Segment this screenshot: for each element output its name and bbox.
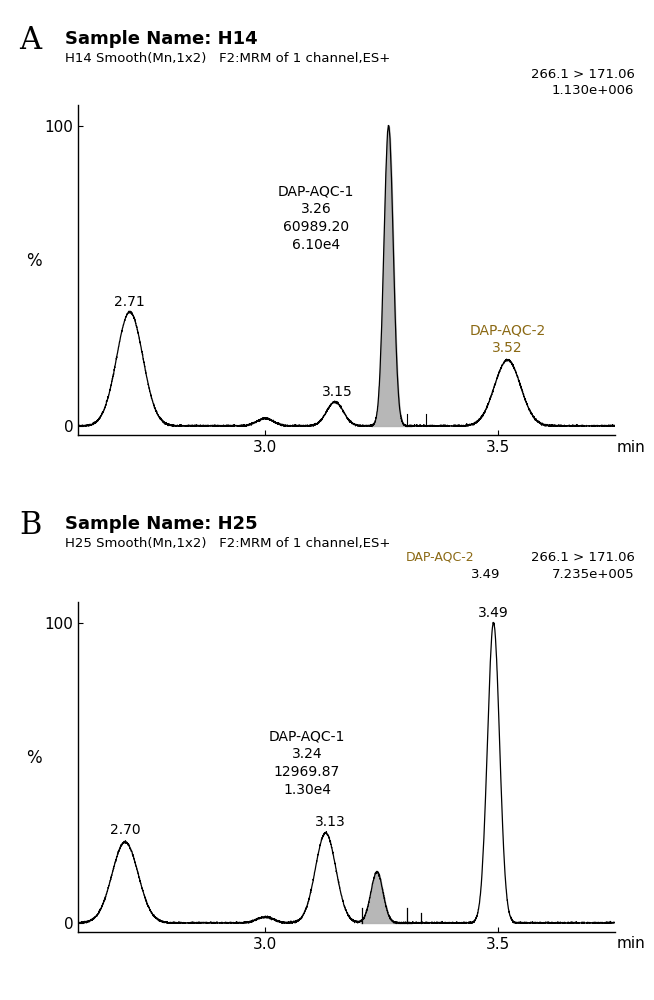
Text: 3.15: 3.15: [322, 385, 353, 399]
Text: 2.71: 2.71: [114, 295, 145, 309]
Text: 2.70: 2.70: [110, 824, 141, 838]
Text: min: min: [617, 440, 646, 454]
Text: H14 Smooth(Mn,1x2)   F2:MRM of 1 channel,ES+: H14 Smooth(Mn,1x2) F2:MRM of 1 channel,E…: [65, 52, 390, 65]
Text: 1.130e+006: 1.130e+006: [552, 84, 634, 97]
Text: 266.1 > 171.06: 266.1 > 171.06: [530, 551, 634, 564]
Text: Sample Name: H14: Sample Name: H14: [65, 30, 258, 48]
Text: 3.49: 3.49: [478, 606, 509, 620]
Text: DAP-AQC-1
3.24
12969.87
1.30e4: DAP-AQC-1 3.24 12969.87 1.30e4: [269, 729, 345, 797]
Text: 7.235e+005: 7.235e+005: [552, 568, 634, 581]
Text: 3.49: 3.49: [471, 568, 500, 581]
Text: DAP-AQC-2: DAP-AQC-2: [405, 551, 474, 564]
Text: min: min: [617, 936, 646, 952]
Y-axis label: %: %: [26, 749, 41, 767]
Text: 3.13: 3.13: [315, 814, 346, 828]
Text: B: B: [20, 510, 42, 541]
Text: H25 Smooth(Mn,1x2)   F2:MRM of 1 channel,ES+: H25 Smooth(Mn,1x2) F2:MRM of 1 channel,E…: [65, 537, 391, 550]
Text: 266.1 > 171.06: 266.1 > 171.06: [530, 68, 634, 81]
Text: Sample Name: H25: Sample Name: H25: [65, 515, 258, 533]
Y-axis label: %: %: [26, 252, 41, 270]
Text: A: A: [20, 25, 42, 56]
Text: DAP-AQC-1
3.26
60989.20
6.10e4: DAP-AQC-1 3.26 60989.20 6.10e4: [278, 184, 354, 252]
Text: DAP-AQC-2
3.52: DAP-AQC-2 3.52: [470, 324, 545, 356]
